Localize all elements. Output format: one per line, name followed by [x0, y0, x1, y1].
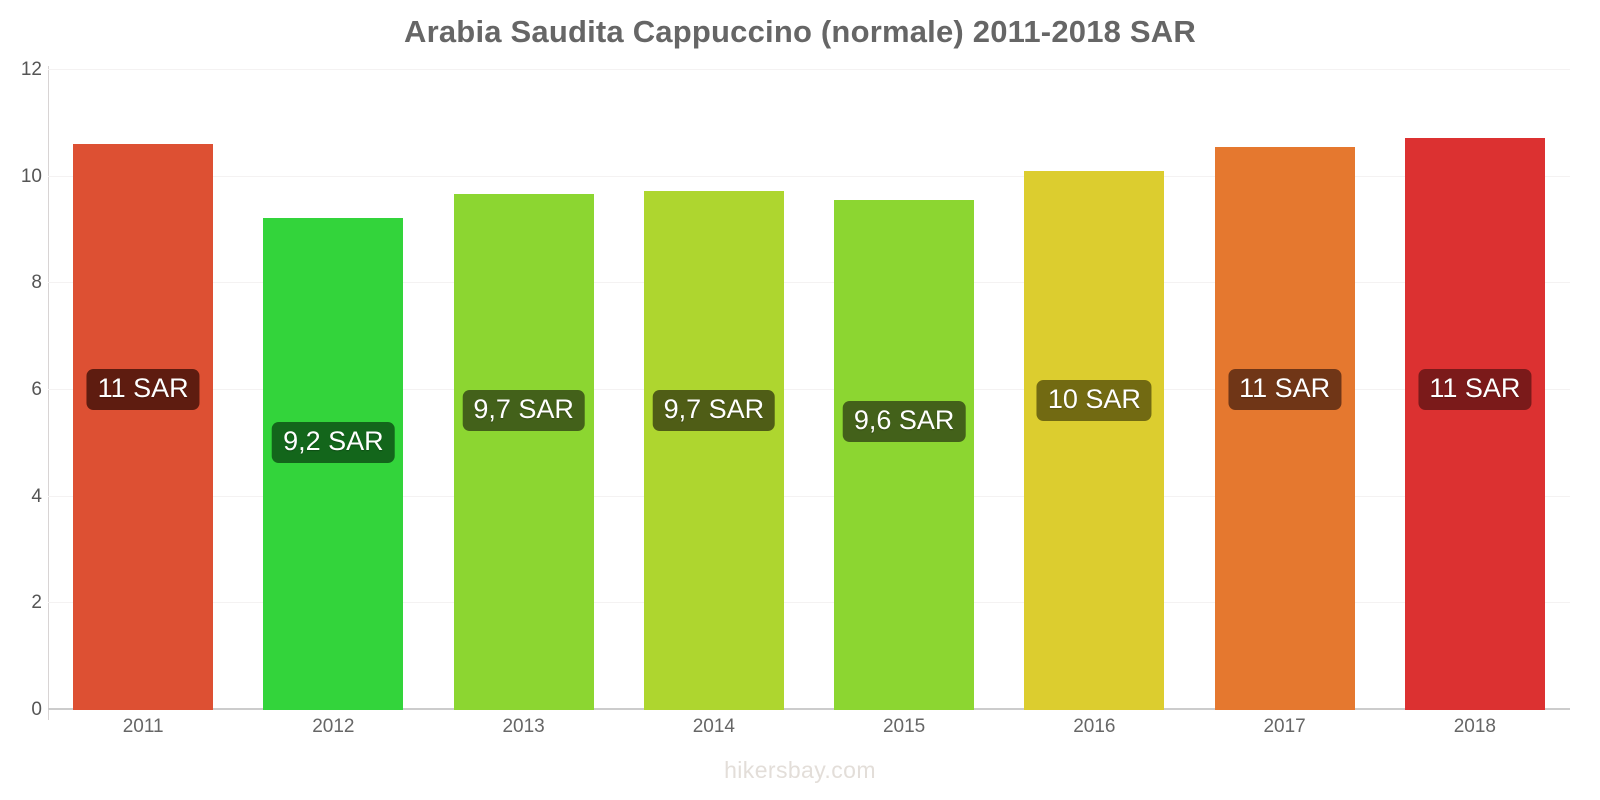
bar[interactable]: 11 SAR — [73, 143, 214, 710]
x-tick-label-2017: 2017 — [1263, 716, 1306, 737]
bar-value-label: 9,7 SAR — [462, 390, 585, 432]
gridline-10 — [48, 175, 1570, 177]
x-tick-label-2018: 2018 — [1453, 716, 1497, 737]
bar[interactable]: 9,2 SAR — [263, 218, 404, 710]
y-tick-label-text: 2 — [31, 592, 42, 614]
x-tick-label-2013: 2013 — [502, 716, 545, 737]
bar[interactable]: 9,7 SAR — [643, 190, 784, 710]
bar[interactable]: 11 SAR — [1404, 138, 1545, 710]
bar-value-label: 9,7 SAR — [652, 390, 776, 432]
y-tick-label: 10 — [2, 166, 42, 188]
bar[interactable]: 10 SAR — [1024, 171, 1165, 710]
bar[interactable]: 9,7 SAR — [453, 193, 594, 710]
y-tick-label: 8 — [2, 272, 42, 294]
bar-value-label: 11 SAR — [1418, 369, 1532, 410]
y-tick-label-text: 6 — [31, 379, 42, 400]
bar-value-label: 10 SAR — [1036, 379, 1152, 421]
gridline-12 — [48, 69, 1570, 70]
bar-value-label: 9,6 SAR — [842, 401, 966, 442]
y-tick-label: 12 — [2, 59, 42, 81]
y-tick-label-text: 12 — [20, 59, 42, 80]
x-tick-label-2015: 2015 — [882, 716, 926, 737]
plot-area: 11 SAR 9,2 SAR 9,7 SAR 9,7 SAR 9,6 SAR 10 SAR… — [48, 69, 1570, 710]
x-tick-label-2011: 2011 — [122, 716, 164, 737]
bar-value-label: 9,2 SAR — [272, 422, 395, 464]
y-tick-label-text: 4 — [31, 485, 42, 507]
page-title: Arabia Saudita Cappuccino (normale) 2011… — [404, 14, 1196, 49]
y-axis-line — [48, 66, 49, 720]
gridline-2 — [48, 602, 1570, 604]
x-tick-label-2016: 2016 — [1073, 716, 1116, 737]
x-tick-label-2014: 2014 — [692, 716, 736, 737]
bar-value-label: 11 SAR — [86, 369, 200, 410]
bar[interactable]: 9,6 SAR — [834, 200, 975, 710]
y-tick-label: 6 — [2, 379, 42, 401]
y-tick-label: 2 — [2, 592, 42, 614]
gridline-8 — [48, 282, 1570, 284]
footer-credit: hikersbay.com — [724, 757, 876, 783]
bar[interactable]: 11 SAR — [1214, 147, 1355, 710]
y-tick-label-text: 10 — [20, 165, 42, 187]
bar-value-label: 11 SAR — [1228, 369, 1342, 410]
y-tick-label-text: 0 — [31, 699, 42, 720]
y-tick-label-text: 8 — [31, 272, 42, 294]
y-tick-label: 4 — [2, 486, 42, 508]
y-tick-label: 0 — [2, 699, 42, 721]
gridline-6 — [48, 389, 1570, 390]
gridline-0 — [48, 708, 1570, 710]
x-tick-label-2012: 2012 — [312, 716, 355, 737]
gridline-4 — [48, 495, 1570, 497]
